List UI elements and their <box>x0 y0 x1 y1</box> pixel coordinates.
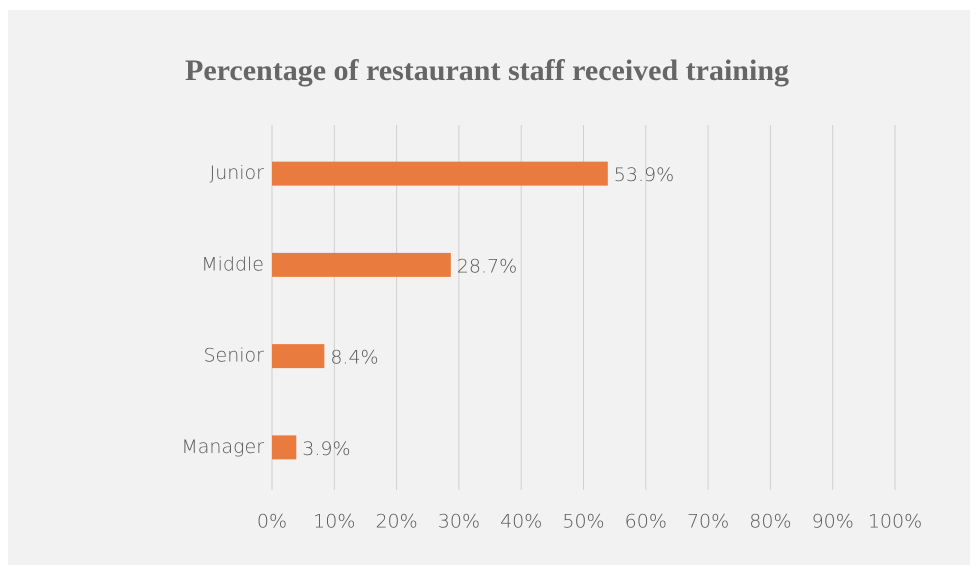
y-tick-label: Manager <box>181 436 264 458</box>
x-tick-label: 100% <box>868 511 922 533</box>
y-tick-label: Middle <box>201 253 264 275</box>
y-tick-label: Senior <box>203 345 264 367</box>
x-tick-label: 80% <box>749 511 791 533</box>
x-tick-label: 70% <box>687 511 729 533</box>
x-tick-label: 0% <box>257 511 287 533</box>
x-tick-label: 60% <box>625 511 667 533</box>
y-tick-label: Junior <box>210 162 265 184</box>
x-tick-label: 30% <box>438 511 480 533</box>
data-label: 53.9% <box>614 164 674 186</box>
chart-background <box>8 10 970 565</box>
x-tick-label: 50% <box>562 511 604 533</box>
data-label: 3.9% <box>302 438 350 460</box>
data-label: 28.7% <box>457 255 517 277</box>
x-tick-label: 40% <box>500 511 542 533</box>
x-tick-label: 10% <box>313 511 355 533</box>
bar <box>272 344 325 369</box>
chart-title: Percentage of restaurant staff received … <box>185 54 789 87</box>
bar <box>272 161 608 186</box>
x-tick-label: 20% <box>375 511 417 533</box>
bar <box>272 435 297 460</box>
bar <box>272 252 451 277</box>
data-label: 8.4% <box>330 347 378 369</box>
x-tick-label: 90% <box>812 511 854 533</box>
